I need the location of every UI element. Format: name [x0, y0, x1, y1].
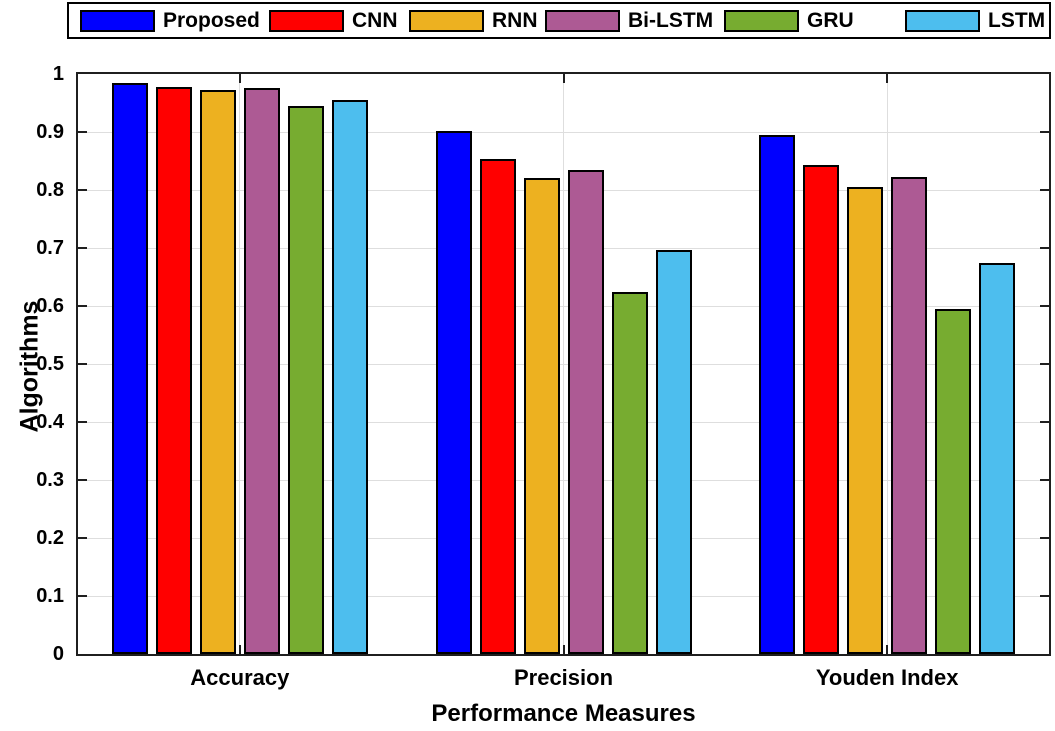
bar-lstm-precision	[655, 250, 692, 654]
plot-area	[76, 72, 1051, 656]
x-tick-top	[238, 74, 241, 83]
y-tick-right	[1040, 595, 1049, 597]
y-tick-label: 0.2	[36, 527, 64, 549]
y-tick-left	[78, 595, 87, 597]
bar-bi-lstm-youden-index	[891, 177, 928, 654]
y-tick-right	[1040, 421, 1049, 423]
bar-rnn-accuracy	[199, 90, 236, 654]
legend-item-proposed: Proposed	[80, 4, 260, 37]
y-tick-right	[1040, 537, 1049, 539]
x-tick-label-precision: Precision	[513, 665, 614, 690]
y-tick-left	[78, 131, 87, 133]
x-gridline	[563, 74, 564, 654]
y-tick-label: 0.6	[36, 295, 64, 317]
bar-lstm-youden-index	[979, 263, 1016, 654]
y-tick-label: 0	[52, 643, 64, 665]
legend-swatch-lstm	[905, 9, 980, 32]
legend-item-gru: GRU	[724, 4, 854, 37]
legend-label: GRU	[807, 9, 854, 32]
y-tick-label: 0.1	[36, 585, 64, 607]
y-tick-left	[78, 363, 87, 365]
legend-label: Proposed	[163, 9, 260, 32]
bar-bi-lstm-precision	[567, 170, 604, 654]
y-tick-left	[78, 247, 87, 249]
y-tick-left	[78, 189, 87, 191]
y-tick-right	[1040, 305, 1049, 307]
legend-swatch-proposed	[80, 9, 155, 32]
bar-gru-youden-index	[935, 309, 972, 654]
y-tick-left	[78, 479, 87, 481]
y-tick-right	[1040, 131, 1049, 133]
legend-item-bi-lstm: Bi-LSTM	[545, 4, 713, 37]
legend-swatch-rnn	[409, 9, 484, 32]
bar-bi-lstm-accuracy	[243, 88, 280, 654]
legend-item-cnn: CNN	[269, 4, 398, 37]
legend-item-lstm: LSTM	[905, 4, 1045, 37]
x-gridline	[239, 74, 241, 654]
bar-proposed-youden-index	[759, 135, 796, 654]
y-tick-label: 0.3	[36, 469, 64, 491]
x-tick-bottom	[238, 645, 241, 654]
bar-rnn-youden-index	[847, 187, 884, 654]
legend-swatch-cnn	[269, 9, 344, 32]
legend-label: RNN	[492, 9, 538, 32]
x-tick-top	[886, 74, 889, 83]
legend-swatch-bi-lstm	[545, 9, 620, 32]
bar-cnn-precision	[479, 159, 516, 654]
bar-lstm-accuracy	[331, 100, 368, 654]
y-tick-label: 0.7	[36, 237, 64, 259]
y-tick-label: 1	[52, 63, 64, 85]
bar-proposed-accuracy	[111, 83, 148, 654]
y-tick-right	[1040, 363, 1049, 365]
bar-rnn-precision	[523, 178, 560, 654]
x-tick-bottom	[886, 645, 889, 654]
x-axis-title: Performance Measures	[431, 700, 696, 727]
x-gridline	[886, 74, 888, 654]
y-tick-right	[1040, 479, 1049, 481]
legend: Proposed CNN RNN Bi-LSTM GRU LSTM	[67, 2, 1051, 39]
y-tick-label: 0.9	[36, 121, 64, 143]
x-tick-label-youden-index: Youden Index	[815, 665, 959, 690]
bar-cnn-accuracy	[155, 87, 192, 654]
x-tick-bottom	[562, 645, 565, 654]
y-tick-label: 0.5	[36, 353, 64, 375]
y-tick-left	[78, 305, 87, 307]
y-tick-left	[78, 421, 87, 423]
y-tick-left	[78, 537, 87, 539]
legend-item-rnn: RNN	[409, 4, 538, 37]
y-tick-label: 0.4	[36, 411, 64, 433]
legend-label: LSTM	[988, 9, 1046, 32]
x-tick-label-accuracy: Accuracy	[190, 665, 290, 690]
y-tick-right	[1040, 247, 1049, 249]
legend-label: CNN	[352, 9, 398, 32]
y-tick-label: 0.8	[36, 179, 64, 201]
x-tick-top	[562, 74, 565, 83]
legend-label: Bi-LSTM	[628, 9, 714, 32]
bar-gru-accuracy	[287, 106, 324, 654]
y-tick-right	[1040, 189, 1049, 191]
bar-cnn-youden-index	[803, 165, 840, 654]
legend-swatch-gru	[724, 9, 799, 32]
bar-gru-precision	[611, 292, 648, 654]
bar-proposed-precision	[435, 131, 472, 654]
